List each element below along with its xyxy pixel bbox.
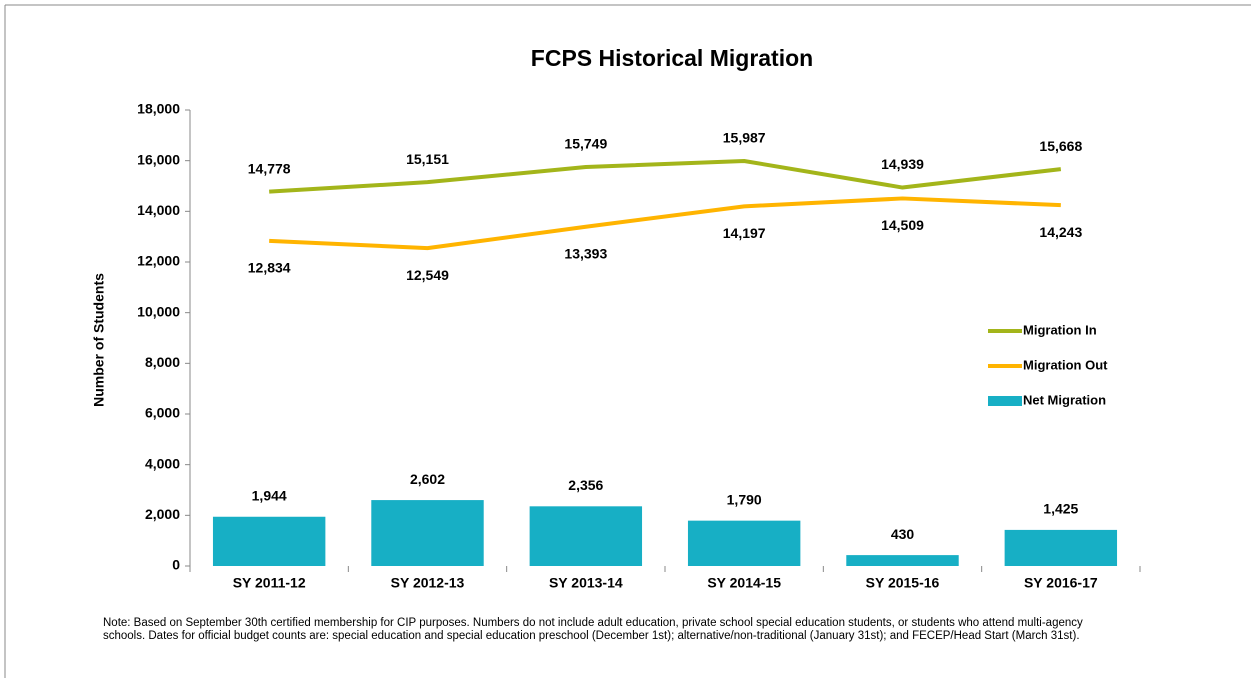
bar	[529, 506, 643, 566]
y-tick-label: 10,000	[137, 303, 180, 319]
legend-label: Migration In	[1023, 322, 1097, 337]
y-tick-label: 4,000	[145, 455, 180, 471]
x-tick-label: SY 2016-17	[1024, 575, 1098, 591]
data-label: 1,425	[1043, 501, 1078, 517]
y-tick-label: 8,000	[145, 354, 180, 370]
data-label: 15,987	[723, 130, 766, 146]
data-label: 2,356	[568, 477, 603, 493]
data-label: 15,668	[1039, 138, 1082, 154]
y-tick-label: 2,000	[145, 506, 180, 522]
data-label: 14,939	[881, 156, 924, 172]
data-label: 15,749	[564, 136, 607, 152]
bar	[371, 500, 484, 566]
bar	[1004, 529, 1118, 566]
x-tick-label: SY 2015-16	[866, 575, 940, 591]
y-tick-label: 16,000	[137, 151, 180, 167]
x-tick-label: SY 2011-12	[233, 575, 306, 591]
data-label: 1,790	[727, 491, 762, 507]
legend-swatch	[988, 396, 1022, 406]
data-label: 14,778	[248, 160, 291, 176]
bar	[212, 516, 326, 566]
line	[269, 196, 1061, 251]
note: Note: Based on September 30th certified …	[103, 617, 1083, 642]
x-tick-label: SY 2012-13	[391, 575, 465, 591]
x-tick-label: SY 2013-14	[549, 575, 623, 591]
legend-label: Migration Out	[1023, 357, 1108, 372]
data-label: 14,509	[881, 217, 924, 233]
y-tick-label: 14,000	[137, 202, 180, 218]
bar	[687, 520, 801, 566]
data-label: 2,602	[410, 471, 445, 487]
y-tick-label: 0	[172, 557, 180, 573]
data-label: 12,834	[248, 260, 291, 276]
y-axis-label: Number of Students	[91, 273, 107, 407]
data-label: 430	[891, 526, 915, 542]
data-label: 14,243	[1039, 224, 1082, 240]
line	[269, 158, 1062, 194]
data-label: 12,549	[406, 267, 449, 283]
legend-label: Net Migration	[1023, 392, 1106, 407]
chart-title: FCPS Historical Migration	[531, 45, 813, 71]
data-label: 14,197	[723, 225, 766, 241]
data-label: 13,393	[564, 245, 607, 261]
data-label: 15,151	[406, 151, 449, 167]
x-tick-label: SY 2014-15	[707, 575, 781, 591]
data-label: 1,944	[252, 487, 287, 503]
y-tick-label: 12,000	[137, 253, 180, 269]
bar	[846, 555, 959, 566]
y-tick-label: 6,000	[145, 405, 180, 421]
y-tick-label: 18,000	[137, 101, 180, 117]
